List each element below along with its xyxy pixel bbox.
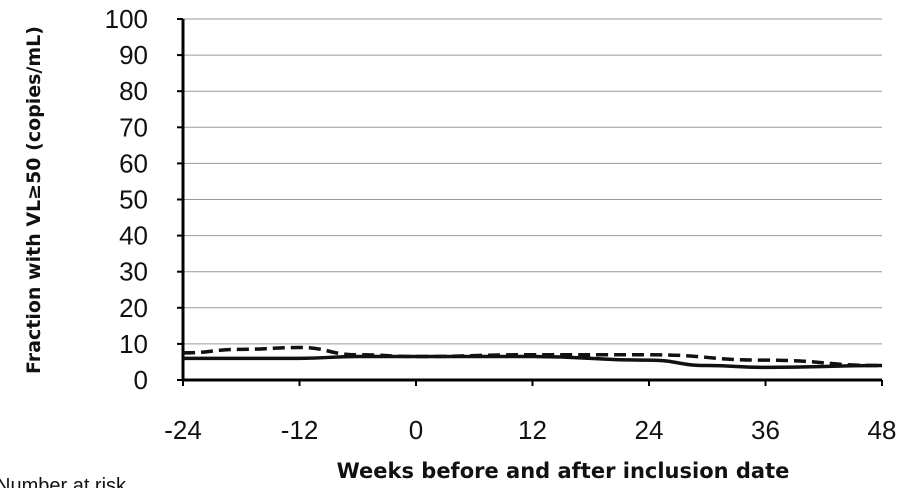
x-tick-label: 24 [635,415,664,445]
x-axis-label: Weeks before and after inclusion date [337,459,790,483]
gridlines [183,18,882,345]
x-tick-label: -24 [164,415,202,445]
y-tick-label: 70 [119,112,148,142]
y-tick-label: 40 [119,221,148,251]
y-tick-label: 80 [119,76,148,106]
x-tick-label: 0 [409,415,423,445]
x-tick-label: -12 [281,415,319,445]
x-tick-label: 48 [868,415,897,445]
x-tick-labels: -24 -12 0 12 24 36 48 [164,415,896,445]
x-tick-label: 12 [518,415,547,445]
y-tick-label: 0 [134,365,148,395]
number-at-risk-label: Number at risk [0,475,127,488]
y-tick-labels: 0 10 20 30 40 50 60 70 80 90 100 [105,4,148,395]
series-line-solid [183,354,883,370]
y-tick-label: 60 [119,148,148,178]
y-tick-label: 20 [119,293,148,323]
x-tick-label: 36 [751,415,780,445]
y-tick-label: 50 [119,185,148,215]
y-tick-label: 10 [119,329,148,359]
y-tick-label: 100 [105,4,148,34]
y-tick-label: 90 [119,40,148,70]
y-axis-label: Fraction with VL≥50 (copies/mL) [23,26,45,374]
series-layer [182,345,883,370]
y-tick-label: 30 [119,257,148,287]
series-line-dashed [182,345,883,368]
axes [177,18,883,386]
